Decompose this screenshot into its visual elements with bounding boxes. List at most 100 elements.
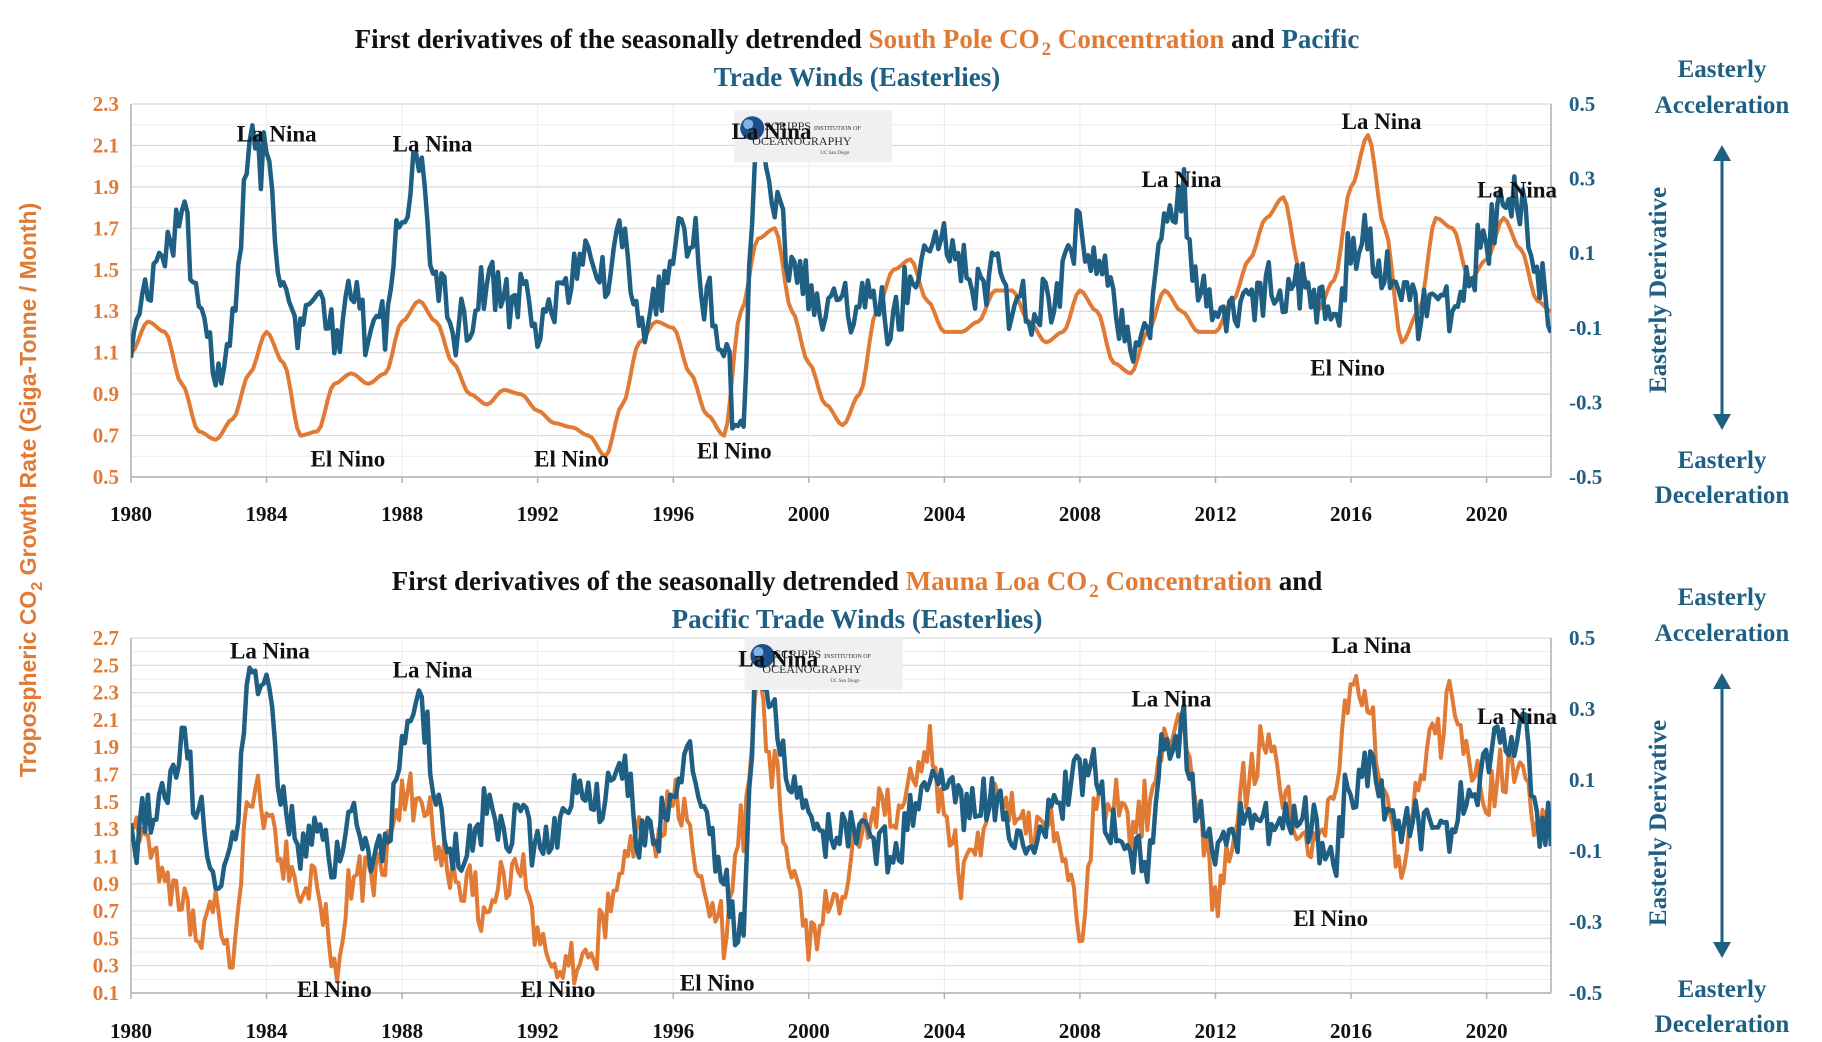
title-part: First derivatives of the seasonally detr… bbox=[355, 24, 869, 54]
y-tick-left: 0.5 bbox=[93, 926, 119, 950]
x-tick-label: 1984 bbox=[246, 502, 289, 526]
y-tick-left: 0.9 bbox=[93, 382, 119, 406]
chart-title-line1: First derivatives of the seasonally detr… bbox=[355, 24, 1360, 60]
chart-title-line2: Trade Winds (Easterlies) bbox=[714, 62, 1001, 92]
title-part: Pacific Trade Winds (Easterlies) bbox=[672, 604, 1043, 634]
enso-annotation: El Nino bbox=[1310, 355, 1385, 380]
y-tick-right: -0.5 bbox=[1569, 981, 1602, 1005]
x-tick-label: 2000 bbox=[788, 1019, 830, 1042]
enso-annotation: La Nina bbox=[738, 647, 818, 672]
x-tick-label: 1992 bbox=[517, 1019, 559, 1042]
y-tick-right: -0.1 bbox=[1569, 316, 1602, 340]
y-tick-left: 1.3 bbox=[93, 299, 119, 323]
double-arrow-icon bbox=[1713, 145, 1731, 430]
y-tick-left: 2.1 bbox=[93, 133, 119, 157]
shared-left-axis-label: Tropospheric CO2 Growth Rate (Giga-Tonne… bbox=[15, 203, 46, 778]
y-tick-left: 1.7 bbox=[93, 763, 119, 787]
enso-annotation: El Nino bbox=[680, 970, 755, 995]
y-tick-right: 0.1 bbox=[1569, 768, 1595, 792]
logo-line2: OCEANOGRAPHY bbox=[752, 134, 852, 148]
x-tick-label: 2020 bbox=[1466, 502, 1508, 526]
x-tick-label: 1988 bbox=[381, 1019, 423, 1042]
y-tick-left: 1.7 bbox=[93, 216, 119, 240]
right-axis-label: Easterly Derivative bbox=[1645, 720, 1672, 926]
y-tick-left: 1.1 bbox=[93, 844, 119, 868]
title-part: Concentration bbox=[1051, 24, 1224, 54]
deceleration-label: Deceleration bbox=[1655, 1011, 1790, 1038]
enso-annotation: El Nino bbox=[521, 977, 596, 1002]
right-axis-label: Easterly Derivative bbox=[1645, 187, 1672, 393]
x-tick-label: 1980 bbox=[110, 502, 152, 526]
x-tick-label: 1980 bbox=[110, 1019, 152, 1042]
x-tick-label: 1988 bbox=[381, 502, 423, 526]
deceleration-label: Easterly bbox=[1678, 447, 1767, 474]
y-tick-right: -0.3 bbox=[1569, 390, 1602, 414]
enso-annotation: El Nino bbox=[534, 447, 609, 472]
y-tick-left: 1.9 bbox=[93, 175, 119, 199]
x-tick-label: 2016 bbox=[1330, 502, 1372, 526]
chart-title-line1: First derivatives of the seasonally detr… bbox=[392, 566, 1323, 602]
trade-winds-series-line bbox=[131, 120, 1551, 431]
y-tick-left: 2.7 bbox=[93, 626, 119, 650]
x-tick-label: 1996 bbox=[652, 1019, 694, 1042]
x-tick-label: 2020 bbox=[1466, 1019, 1508, 1042]
deceleration-label: Deceleration bbox=[1655, 482, 1790, 509]
enso-annotation: La Nina bbox=[393, 132, 473, 157]
enso-annotation: La Nina bbox=[732, 119, 812, 144]
y-tick-right: 0.1 bbox=[1569, 241, 1595, 265]
enso-annotation: La Nina bbox=[1131, 686, 1211, 711]
scripps-globe-icon bbox=[740, 116, 765, 141]
enso-annotation: El Nino bbox=[1293, 906, 1368, 931]
chart-panel-mauna-loa: First derivatives of the seasonally detr… bbox=[93, 566, 1790, 1042]
enso-annotation: El Nino bbox=[697, 438, 772, 463]
acceleration-label: Easterly bbox=[1678, 584, 1767, 611]
y-tick-left: 0.7 bbox=[93, 899, 119, 923]
acceleration-label: Acceleration bbox=[1655, 620, 1790, 647]
y-tick-left: 1.5 bbox=[93, 258, 119, 282]
y-tick-left: 2.5 bbox=[93, 653, 119, 677]
y-tick-right: -0.3 bbox=[1569, 910, 1602, 934]
deceleration-label: Easterly bbox=[1678, 976, 1767, 1003]
y-tick-left: 2.1 bbox=[93, 708, 119, 732]
y-tick-right: 0.3 bbox=[1569, 697, 1595, 721]
y-tick-left: 2.3 bbox=[93, 92, 119, 116]
acceleration-label: Easterly bbox=[1678, 56, 1767, 83]
enso-annotation: El Nino bbox=[311, 447, 386, 472]
enso-annotation: La Nina bbox=[237, 121, 317, 146]
x-tick-label: 2000 bbox=[788, 502, 830, 526]
y-tick-left: 1.9 bbox=[93, 735, 119, 759]
x-tick-label: 2012 bbox=[1194, 502, 1236, 526]
title-part: 2 bbox=[1042, 39, 1052, 60]
chart-panel-south-pole: First derivatives of the seasonally detr… bbox=[93, 24, 1790, 526]
enso-annotation: La Nina bbox=[1477, 177, 1557, 202]
logo-line1: SCRIPPS INSTITUTION OF bbox=[774, 647, 871, 661]
y-tick-left: 0.3 bbox=[93, 954, 119, 978]
y-tick-right: -0.1 bbox=[1569, 839, 1602, 863]
x-tick-label: 2012 bbox=[1194, 1019, 1236, 1042]
title-part: South Pole CO bbox=[869, 24, 1040, 54]
title-part: and bbox=[1272, 566, 1322, 596]
title-part: Mauna Loa CO bbox=[906, 566, 1088, 596]
y-tick-right: 0.5 bbox=[1569, 92, 1595, 116]
logo-line3: UC San Diego bbox=[820, 151, 850, 156]
title-part: 2 bbox=[1089, 581, 1099, 602]
y-tick-left: 0.5 bbox=[93, 465, 119, 489]
y-tick-left: 0.1 bbox=[93, 981, 119, 1005]
title-part: First derivatives of the seasonally detr… bbox=[392, 566, 906, 596]
y-tick-left: 2.3 bbox=[93, 681, 119, 705]
logo-line2: OCEANOGRAPHY bbox=[762, 662, 862, 676]
logo-line1: SCRIPPS INSTITUTION OF bbox=[764, 119, 861, 133]
double-arrow-icon bbox=[1713, 673, 1731, 958]
enso-annotation: La Nina bbox=[1331, 633, 1411, 658]
x-tick-label: 2004 bbox=[923, 502, 966, 526]
enso-annotation: La Nina bbox=[1477, 704, 1557, 729]
enso-annotation: El Nino bbox=[297, 977, 372, 1002]
y-tick-left: 1.3 bbox=[93, 817, 119, 841]
logo-line3: UC San Diego bbox=[830, 679, 860, 684]
x-tick-label: 2004 bbox=[923, 1019, 966, 1042]
title-part: and bbox=[1224, 24, 1281, 54]
chart-title-line2: Pacific Trade Winds (Easterlies) bbox=[672, 604, 1043, 634]
